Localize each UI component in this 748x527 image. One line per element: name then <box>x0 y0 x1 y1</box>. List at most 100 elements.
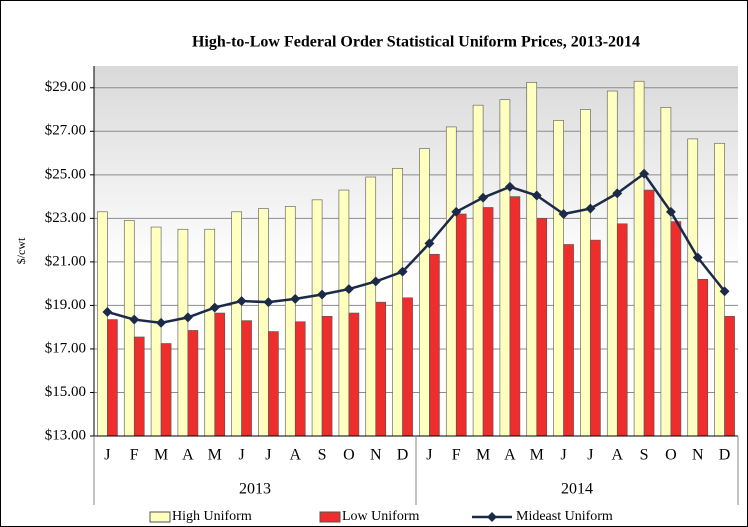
bar <box>375 301 387 437</box>
x-tick-label: J <box>587 447 593 464</box>
marker <box>478 192 489 203</box>
bar <box>187 330 199 437</box>
bar <box>616 223 628 437</box>
legend-label: Mideast Uniform <box>516 509 613 524</box>
chart-title: High-to-Low Federal Order Statistical Un… <box>192 34 640 51</box>
x-tick-label: N <box>692 447 704 464</box>
bar <box>590 239 601 437</box>
marker <box>692 252 703 263</box>
y-tick-label: $23.00 <box>45 210 86 226</box>
x-tick-label: A <box>182 447 194 464</box>
bar <box>670 221 682 437</box>
marker <box>209 302 220 313</box>
legend-marker <box>487 512 497 522</box>
x-tick-label: J <box>104 447 110 464</box>
bar <box>97 211 108 437</box>
legend-label: Low Uniform <box>342 509 419 524</box>
marker <box>531 190 542 201</box>
y-tick-label: $25.00 <box>45 166 86 182</box>
legend-swatch <box>319 511 341 523</box>
group-label: 2014 <box>561 481 593 498</box>
legend-label: High Uniform <box>172 509 252 524</box>
x-tick-label: M <box>476 447 490 464</box>
bar <box>402 297 413 437</box>
bar <box>445 126 457 437</box>
bar <box>482 207 494 437</box>
bar <box>160 343 172 437</box>
bar <box>724 315 735 437</box>
bar <box>150 226 162 437</box>
x-tick-label: S <box>640 447 649 464</box>
bar <box>392 167 403 437</box>
bar <box>606 90 618 437</box>
x-tick-label: M <box>154 447 168 464</box>
x-tick-label: J <box>265 447 271 464</box>
x-tick-label: A <box>289 447 301 464</box>
x-tick-label: D <box>719 447 731 464</box>
legend-swatch <box>149 511 171 523</box>
marker <box>156 317 167 328</box>
marker <box>290 293 301 304</box>
bar <box>338 189 350 437</box>
x-tick-label: S <box>318 447 327 464</box>
x-tick-label: F <box>130 447 139 464</box>
marker <box>397 266 408 277</box>
y-axis-label: $/cwt <box>14 237 28 264</box>
marker <box>424 238 435 249</box>
bar <box>177 228 189 437</box>
x-tick-label: O <box>343 447 355 464</box>
marker <box>612 188 623 199</box>
bar <box>204 228 216 437</box>
bar <box>553 120 564 437</box>
bar <box>321 315 333 437</box>
bar <box>697 278 709 437</box>
x-tick-label: J <box>238 447 244 464</box>
x-tick-label: J <box>560 447 566 464</box>
marker <box>236 296 247 307</box>
marker <box>343 284 354 295</box>
x-tick-label: A <box>611 447 623 464</box>
x-tick-label: J <box>426 447 432 464</box>
bar <box>643 189 655 437</box>
marker <box>719 286 730 297</box>
marker <box>129 314 140 325</box>
y-tick-label: $21.00 <box>45 253 86 269</box>
x-tick-label: N <box>370 447 382 464</box>
bar <box>455 213 467 437</box>
bar <box>231 211 242 437</box>
y-tick-label: $19.00 <box>45 297 86 313</box>
plot-area <box>94 66 738 436</box>
bar <box>284 206 296 437</box>
bar <box>241 320 252 437</box>
marker <box>182 312 193 323</box>
bar <box>348 312 360 437</box>
bar <box>660 107 672 437</box>
group-label: 2013 <box>239 481 271 498</box>
bar <box>633 80 645 437</box>
bar <box>365 176 377 437</box>
x-tick-label: M <box>530 447 544 464</box>
x-tick-label: A <box>504 447 516 464</box>
marker <box>585 203 596 214</box>
bar <box>419 148 430 437</box>
bar <box>214 312 226 437</box>
bar <box>268 331 279 437</box>
bar <box>536 218 548 437</box>
x-tick-label: F <box>452 447 461 464</box>
marker <box>665 206 676 217</box>
bar <box>526 82 538 437</box>
bar <box>294 321 306 437</box>
x-tick-label: D <box>397 447 409 464</box>
marker <box>451 206 462 217</box>
y-tick-label: $27.00 <box>45 123 86 139</box>
y-tick-label: $29.00 <box>45 79 86 95</box>
x-tick-label: M <box>208 447 222 464</box>
y-tick-label: $17.00 <box>45 340 86 356</box>
bar <box>687 138 699 437</box>
bar <box>107 319 118 437</box>
bar <box>509 196 521 437</box>
y-tick-label: $15.00 <box>45 384 86 400</box>
y-tick-label: $13.00 <box>45 427 86 443</box>
marker <box>263 297 274 308</box>
